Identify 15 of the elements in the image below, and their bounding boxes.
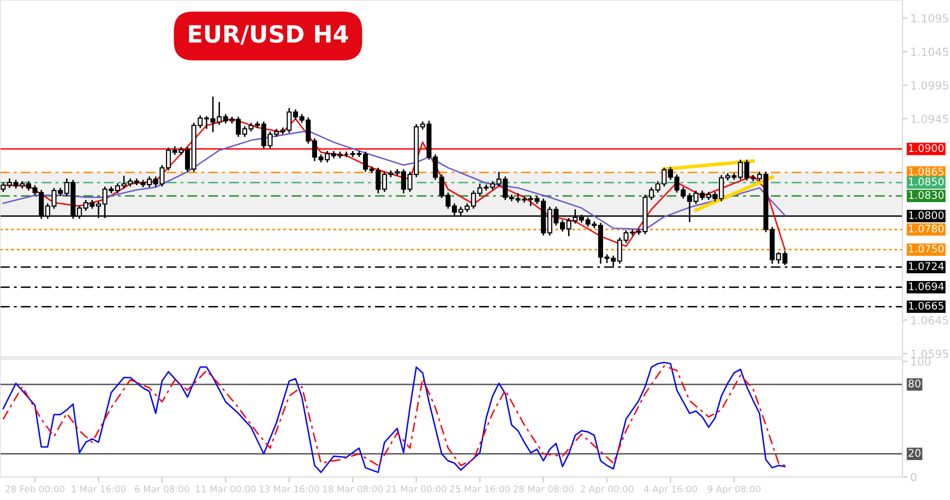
ref-line-label: 1.0900 xyxy=(909,144,944,152)
y-tick-label: 1.0595 xyxy=(911,350,948,358)
ref-line-label: 1.0800 xyxy=(909,211,944,220)
text: EUR/USD H4 xyxy=(189,24,348,45)
ref-line-label: 1.0850 xyxy=(909,178,944,186)
ref-line-label: 1.0750 xyxy=(909,244,944,253)
ref-line-label: 1.0724 xyxy=(909,262,944,270)
ref-line-label: 1.0830 xyxy=(909,191,944,199)
ref-line-label: 20 xyxy=(908,449,920,457)
ref-line-label: 1.0694 xyxy=(909,282,944,290)
ref-line-label: 80 xyxy=(908,380,920,388)
y-tick-label: 100 xyxy=(911,357,931,366)
ref-line-label: 1.0865 xyxy=(909,168,944,176)
ref-line-label: 1.0780 xyxy=(909,224,944,233)
ref-line-label: 1.0665 xyxy=(909,302,944,310)
